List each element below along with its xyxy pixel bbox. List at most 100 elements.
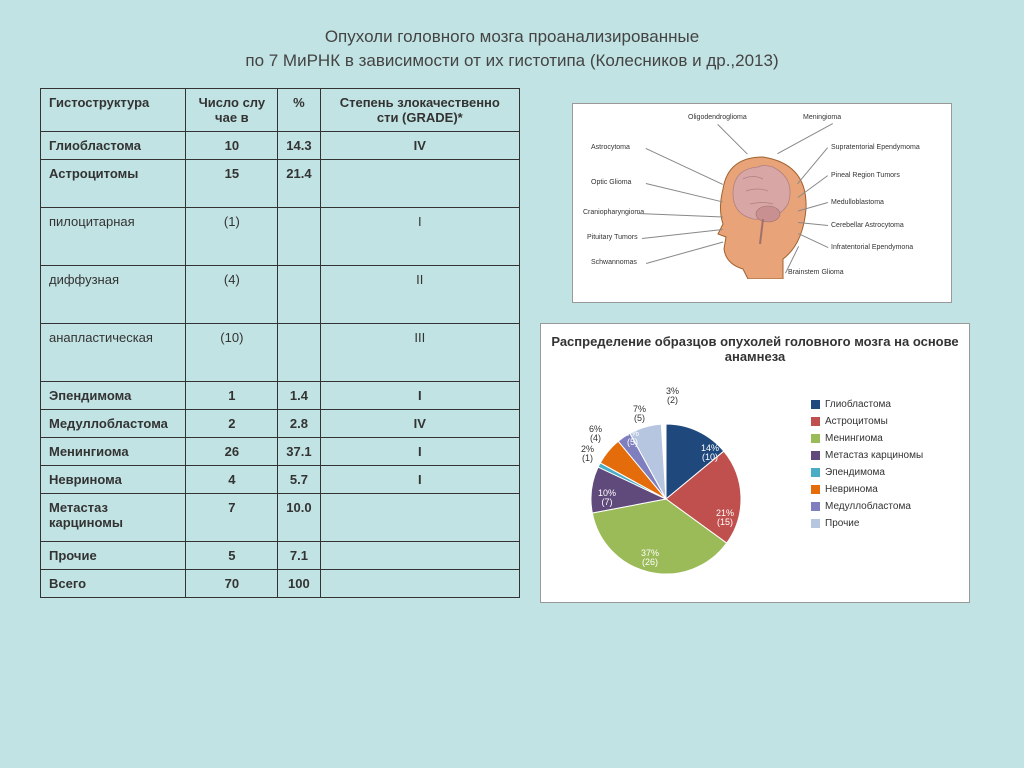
pie-slice-label: 10%(7): [598, 489, 616, 509]
table-cell: Медуллобластома: [41, 409, 186, 437]
table-cell: [320, 159, 519, 207]
legend-swatch: [811, 417, 820, 426]
pie-chart: Распределение образцов опухолей головног…: [540, 323, 970, 603]
legend-swatch: [811, 451, 820, 460]
brain-label: Brainstem Glioma: [788, 269, 844, 276]
table-cell: анапластическая: [41, 323, 186, 381]
pie-slice-label: 37%(26): [641, 549, 659, 569]
brain-label: Astrocytoma: [591, 144, 630, 151]
table-row: анапластическая(10) III: [41, 323, 520, 381]
table-cell: 15: [186, 159, 278, 207]
table-header: Число слу чае в: [186, 88, 278, 131]
table-cell: III: [320, 323, 519, 381]
table-cell: I: [320, 381, 519, 409]
pie-outer-label: 3%(2): [666, 387, 679, 407]
table-row: Глиобластома1014.3IV: [41, 131, 520, 159]
title-line-2: по 7 МиРНК в зависимости от их гистотипа…: [245, 51, 778, 70]
table-cell: 70: [186, 569, 278, 597]
title-line-1: Опухоли головного мозга проанализированн…: [325, 27, 699, 46]
table-cell: (4): [186, 265, 278, 323]
table-cell: I: [320, 207, 519, 265]
brain-label: Supratentorial Ependymoma: [831, 144, 920, 151]
table-row: Менингиома2637.1I: [41, 437, 520, 465]
table-header: Гистоструктура: [41, 88, 186, 131]
table-cell: Астроцитомы: [41, 159, 186, 207]
table-cell: Невринома: [41, 465, 186, 493]
head-silhouette: [708, 149, 818, 279]
table-cell: IV: [320, 131, 519, 159]
brain-label: Infratentorial Ependymona: [831, 244, 913, 251]
table-cell: 26: [186, 437, 278, 465]
pie-outer-label: 7%(5): [633, 405, 646, 425]
table-cell: 100: [278, 569, 320, 597]
legend-label: Прочие: [825, 518, 859, 529]
legend-label: Метастаз карциномы: [825, 450, 923, 461]
table-cell: [320, 541, 519, 569]
table-cell: Глиобластома: [41, 131, 186, 159]
brain-label: Meningioma: [803, 114, 841, 121]
table-cell: [278, 265, 320, 323]
legend-item: Глиобластома: [811, 399, 959, 410]
legend-item: Эпендимома: [811, 467, 959, 478]
table-header: Степень злокачественно сти (GRADE)*: [320, 88, 519, 131]
table-row: Прочие57.1: [41, 541, 520, 569]
legend-item: Прочие: [811, 518, 959, 529]
legend-swatch: [811, 468, 820, 477]
brain-diagram: Astrocytoma Optic Glioma Craniopharyngioma…: [572, 103, 952, 303]
table-header: %: [278, 88, 320, 131]
legend-label: Медуллобластома: [825, 501, 911, 512]
table-row: Астроцитомы1521.4: [41, 159, 520, 207]
table-row: Невринома45.7I: [41, 465, 520, 493]
brain-label: Optic Glioma: [591, 179, 631, 186]
slide-title: Опухоли головного мозга проанализированн…: [40, 25, 984, 73]
legend-item: Астроцитомы: [811, 416, 959, 427]
pie-title: Распределение образцов опухолей головног…: [551, 334, 959, 364]
table-cell: [278, 323, 320, 381]
table-cell: диффузная: [41, 265, 186, 323]
pie-outer-label: 6%(4): [589, 425, 602, 445]
brain-label: Schwannomas: [591, 259, 637, 266]
table-cell: 10: [186, 131, 278, 159]
table-cell: 7: [186, 493, 278, 541]
table-cell: 5: [186, 541, 278, 569]
table-cell: 2: [186, 409, 278, 437]
table-cell: II: [320, 265, 519, 323]
table-cell: [320, 493, 519, 541]
table-cell: 14.3: [278, 131, 320, 159]
table-cell: (10): [186, 323, 278, 381]
table-cell: пилоцитарная: [41, 207, 186, 265]
brain-label: Craniopharyngioma: [583, 209, 644, 216]
pie-outer-label: 2%(1): [581, 445, 594, 465]
brain-label: Oligodendroglioma: [688, 114, 747, 121]
table-cell: 5.7: [278, 465, 320, 493]
tumor-table: ГистоструктураЧисло слу чае в%Степень зл…: [40, 88, 520, 598]
legend-swatch: [811, 502, 820, 511]
legend-swatch: [811, 400, 820, 409]
pie-slice-label: 7%(5): [626, 429, 639, 449]
brain-label: Pineal Region Tumors: [831, 172, 900, 179]
table-cell: 21.4: [278, 159, 320, 207]
legend-item: Медуллобластома: [811, 501, 959, 512]
table-cell: [320, 569, 519, 597]
table-cell: Прочие: [41, 541, 186, 569]
table-cell: Эпендимома: [41, 381, 186, 409]
table-row: Метастаз карциномы710.0: [41, 493, 520, 541]
legend-swatch: [811, 485, 820, 494]
legend-label: Астроцитомы: [825, 416, 888, 427]
table-cell: Всего: [41, 569, 186, 597]
legend-swatch: [811, 519, 820, 528]
table-row: пилоцитарная(1)I: [41, 207, 520, 265]
table-cell: I: [320, 465, 519, 493]
table-cell: 37.1: [278, 437, 320, 465]
legend-label: Глиобластома: [825, 399, 891, 410]
brain-label: Pituitary Tumors: [587, 234, 638, 241]
pie-slice-label: 14%(10): [701, 444, 719, 464]
legend-item: Метастаз карциномы: [811, 450, 959, 461]
table-cell: I: [320, 437, 519, 465]
pie-legend: ГлиобластомаАстроцитомыМенингиомаМетаста…: [811, 369, 959, 599]
table-cell: 1: [186, 381, 278, 409]
table-cell: 1.4: [278, 381, 320, 409]
table-cell: IV: [320, 409, 519, 437]
brain-label: Cerebellar Astrocytoma: [831, 222, 904, 229]
table-row: диффузная(4) II: [41, 265, 520, 323]
